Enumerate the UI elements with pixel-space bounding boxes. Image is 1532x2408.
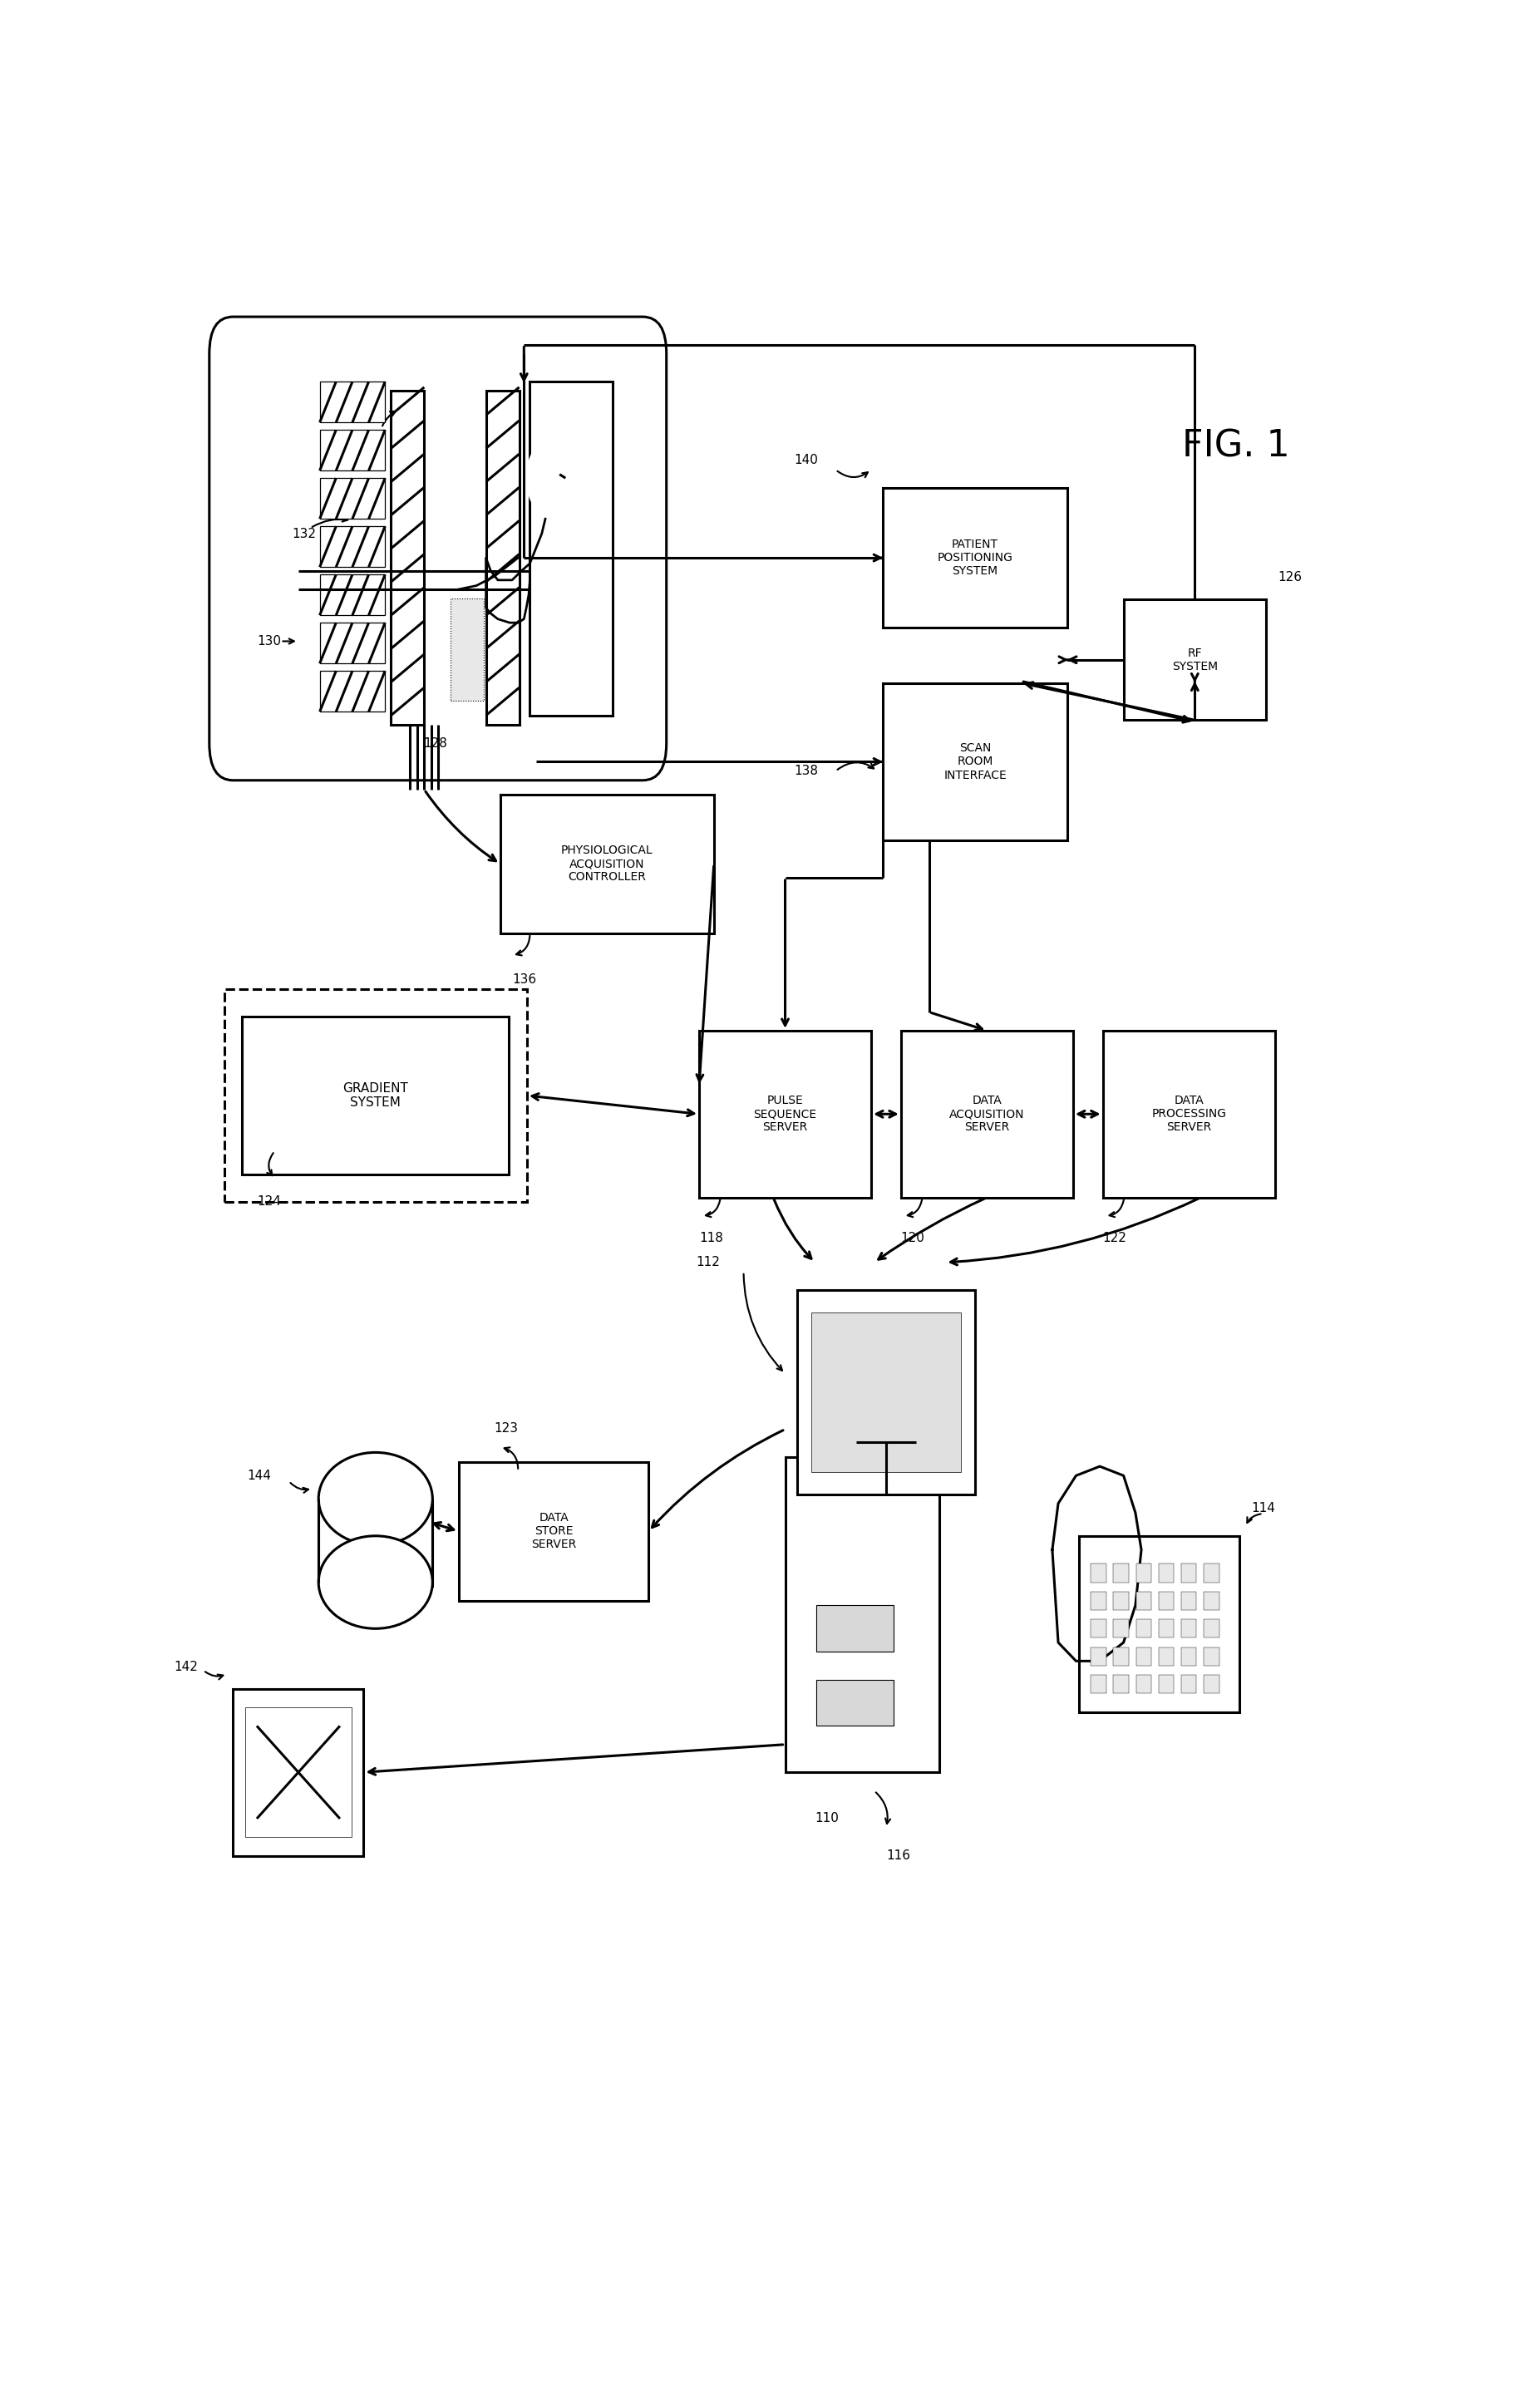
FancyBboxPatch shape [320,527,385,566]
FancyBboxPatch shape [320,672,385,713]
Text: 126: 126 [1278,571,1302,583]
FancyBboxPatch shape [450,600,484,701]
FancyBboxPatch shape [1181,1563,1196,1582]
Text: 110: 110 [815,1813,840,1825]
FancyBboxPatch shape [1181,1618,1196,1637]
Text: 128: 128 [423,737,447,749]
FancyBboxPatch shape [882,489,1068,628]
FancyBboxPatch shape [1158,1563,1174,1582]
FancyBboxPatch shape [1137,1618,1152,1637]
Text: 140: 140 [794,455,818,467]
FancyBboxPatch shape [1204,1592,1219,1611]
FancyBboxPatch shape [1114,1647,1129,1666]
Text: DATA
STORE
SERVER: DATA STORE SERVER [532,1512,576,1551]
Text: DATA
ACQUISITION
SERVER: DATA ACQUISITION SERVER [950,1096,1025,1134]
FancyBboxPatch shape [1091,1592,1106,1611]
Text: 132: 132 [293,527,317,539]
FancyBboxPatch shape [1123,600,1265,720]
FancyBboxPatch shape [1091,1676,1106,1693]
FancyBboxPatch shape [499,795,714,934]
Text: 112: 112 [696,1257,720,1269]
Text: 130: 130 [257,636,280,648]
Ellipse shape [319,1536,432,1628]
FancyBboxPatch shape [1158,1676,1174,1693]
FancyBboxPatch shape [1204,1563,1219,1582]
FancyBboxPatch shape [1204,1647,1219,1666]
FancyBboxPatch shape [530,383,613,715]
Text: 144: 144 [247,1469,271,1481]
FancyBboxPatch shape [699,1031,872,1197]
FancyBboxPatch shape [1114,1618,1129,1637]
Text: 134: 134 [360,431,385,443]
FancyBboxPatch shape [1158,1618,1174,1637]
FancyBboxPatch shape [1114,1563,1129,1582]
Text: 142: 142 [173,1662,198,1674]
Text: 116: 116 [885,1849,910,1861]
FancyBboxPatch shape [1137,1647,1152,1666]
Text: DATA
PROCESSING
SERVER: DATA PROCESSING SERVER [1152,1096,1226,1134]
FancyBboxPatch shape [797,1291,976,1493]
FancyBboxPatch shape [1158,1647,1174,1666]
Text: GRADIENT
SYSTEM: GRADIENT SYSTEM [343,1081,409,1110]
FancyBboxPatch shape [1181,1592,1196,1611]
FancyBboxPatch shape [391,390,424,725]
Text: SCAN
ROOM
INTERFACE: SCAN ROOM INTERFACE [944,742,1007,780]
FancyBboxPatch shape [1114,1676,1129,1693]
Text: 120: 120 [901,1233,925,1245]
Polygon shape [1052,1466,1141,1662]
FancyBboxPatch shape [1114,1592,1129,1611]
FancyBboxPatch shape [1204,1676,1219,1693]
FancyBboxPatch shape [320,479,385,518]
FancyBboxPatch shape [320,431,385,470]
FancyBboxPatch shape [817,1606,893,1652]
FancyBboxPatch shape [1204,1618,1219,1637]
Text: 136: 136 [512,973,536,985]
FancyBboxPatch shape [1103,1031,1275,1197]
Text: 124: 124 [257,1194,280,1206]
FancyBboxPatch shape [1137,1563,1152,1582]
FancyBboxPatch shape [1091,1618,1106,1637]
FancyBboxPatch shape [1158,1592,1174,1611]
Ellipse shape [319,1452,432,1546]
FancyBboxPatch shape [1137,1592,1152,1611]
FancyBboxPatch shape [210,318,666,780]
Text: PHYSIOLOGICAL
ACQUISITION
CONTROLLER: PHYSIOLOGICAL ACQUISITION CONTROLLER [561,845,653,884]
FancyBboxPatch shape [224,990,527,1202]
Text: 118: 118 [699,1233,723,1245]
Text: 138: 138 [794,766,818,778]
Text: 123: 123 [495,1423,518,1435]
Text: 114: 114 [1252,1503,1275,1515]
FancyBboxPatch shape [1181,1676,1196,1693]
Text: RF
SYSTEM: RF SYSTEM [1172,648,1218,672]
FancyBboxPatch shape [784,1457,939,1772]
FancyBboxPatch shape [817,1681,893,1727]
FancyBboxPatch shape [242,1016,509,1175]
FancyBboxPatch shape [1091,1647,1106,1666]
FancyBboxPatch shape [320,380,385,421]
FancyBboxPatch shape [458,1462,648,1601]
Circle shape [527,438,579,518]
FancyBboxPatch shape [486,390,519,725]
FancyBboxPatch shape [812,1312,961,1471]
FancyBboxPatch shape [1091,1563,1106,1582]
Text: PULSE
SEQUENCE
SERVER: PULSE SEQUENCE SERVER [754,1096,817,1134]
FancyBboxPatch shape [320,576,385,616]
FancyBboxPatch shape [245,1707,352,1837]
FancyBboxPatch shape [1137,1676,1152,1693]
FancyBboxPatch shape [1181,1647,1196,1666]
Text: PATIENT
POSITIONING
SYSTEM: PATIENT POSITIONING SYSTEM [938,539,1013,578]
FancyBboxPatch shape [319,1503,432,1587]
FancyBboxPatch shape [882,684,1068,840]
FancyBboxPatch shape [1079,1536,1239,1712]
FancyBboxPatch shape [233,1688,363,1857]
Text: 122: 122 [1103,1233,1126,1245]
FancyBboxPatch shape [901,1031,1072,1197]
Text: FIG. 1: FIG. 1 [1183,429,1290,465]
FancyBboxPatch shape [320,624,385,665]
